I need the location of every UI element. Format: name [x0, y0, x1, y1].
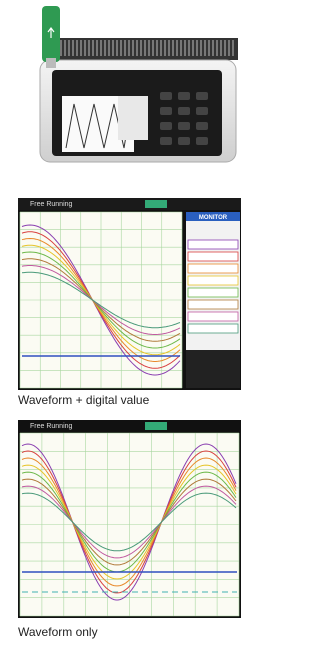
- caption: Waveform only: [18, 625, 98, 639]
- page: Free Running MONITOR Waveform + digital …: [0, 0, 262, 668]
- tooth: [68, 40, 70, 56]
- tooth: [128, 40, 130, 56]
- key: [196, 137, 208, 145]
- tooth: [216, 40, 218, 56]
- screenshot-2: Free Running Waveform only: [18, 420, 241, 639]
- tooth: [224, 40, 226, 56]
- tooth: [156, 40, 158, 56]
- tooth: [160, 40, 162, 56]
- tooth: [88, 40, 90, 56]
- tooth: [200, 40, 202, 56]
- key: [160, 107, 172, 115]
- tooth: [140, 40, 142, 56]
- panel-row: [188, 312, 238, 321]
- artwork: Free Running MONITOR Waveform + digital …: [0, 0, 262, 668]
- tooth: [164, 40, 166, 56]
- header-text: Free Running: [30, 201, 73, 208]
- tooth: [204, 40, 206, 56]
- device: [40, 6, 238, 162]
- tooth: [180, 40, 182, 56]
- header-text: Free Running: [30, 423, 73, 430]
- panel-title: MONITOR: [199, 215, 228, 221]
- tooth: [152, 40, 154, 56]
- key: [160, 137, 172, 145]
- panel-row: [188, 324, 238, 333]
- panel-row: [188, 264, 238, 273]
- tooth: [92, 40, 94, 56]
- panel-row: [188, 300, 238, 309]
- tooth: [132, 40, 134, 56]
- key: [196, 92, 208, 100]
- panel-row: [188, 288, 238, 297]
- tooth: [184, 40, 186, 56]
- header-indicator: [145, 200, 167, 208]
- key: [178, 92, 190, 100]
- device-panel: [118, 96, 148, 140]
- tooth: [212, 40, 214, 56]
- tooth: [60, 40, 62, 56]
- tooth: [192, 40, 194, 56]
- tooth: [136, 40, 138, 56]
- tooth: [112, 40, 114, 56]
- tooth: [208, 40, 210, 56]
- tooth: [176, 40, 178, 56]
- key: [178, 107, 190, 115]
- tooth: [80, 40, 82, 56]
- tooth: [104, 40, 106, 56]
- tooth: [72, 40, 74, 56]
- tooth: [84, 40, 86, 56]
- key: [196, 107, 208, 115]
- tooth: [116, 40, 118, 56]
- header-indicator: [145, 422, 167, 430]
- usb-plug: [46, 58, 56, 68]
- tooth: [232, 40, 234, 56]
- tooth: [108, 40, 110, 56]
- panel-row: [188, 240, 238, 249]
- tooth: [100, 40, 102, 56]
- tooth: [120, 40, 122, 56]
- screenshot-1: Free Running MONITOR Waveform + digital …: [18, 198, 241, 407]
- tooth: [76, 40, 78, 56]
- tooth: [64, 40, 66, 56]
- tooth: [168, 40, 170, 56]
- key: [196, 122, 208, 130]
- tooth: [228, 40, 230, 56]
- key: [178, 122, 190, 130]
- tooth: [188, 40, 190, 56]
- key: [160, 92, 172, 100]
- panel-row: [188, 276, 238, 285]
- tooth: [196, 40, 198, 56]
- panel-footer: [186, 350, 240, 388]
- tooth: [144, 40, 146, 56]
- tooth: [148, 40, 150, 56]
- tooth: [124, 40, 126, 56]
- tooth: [172, 40, 174, 56]
- tooth: [220, 40, 222, 56]
- panel-row: [188, 252, 238, 261]
- caption: Waveform + digital value: [18, 393, 150, 407]
- tooth: [96, 40, 98, 56]
- key: [160, 122, 172, 130]
- key: [178, 137, 190, 145]
